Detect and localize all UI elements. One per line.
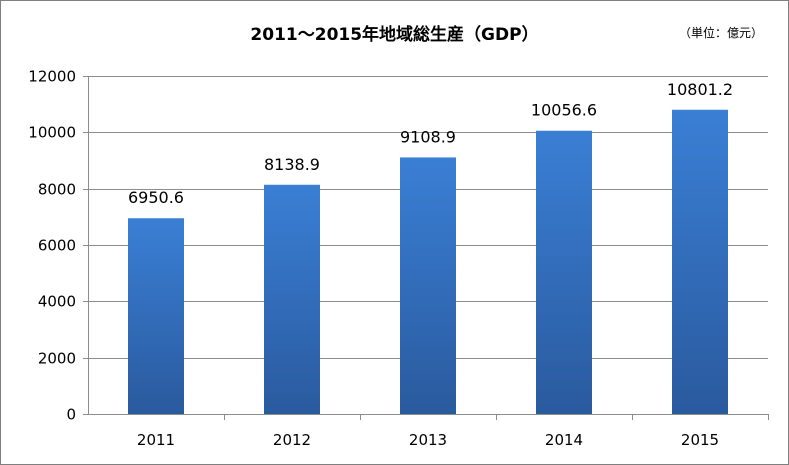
x-tick-label: 2014 bbox=[545, 431, 583, 449]
labels: 0 2000 4000 6000 8000 10000 12000 6950.6 2011 813… bbox=[28, 68, 733, 450]
bar bbox=[264, 184, 320, 414]
x-tick-label: 2015 bbox=[681, 431, 719, 449]
bars bbox=[128, 109, 728, 414]
y-tick-label: 4000 bbox=[38, 293, 76, 311]
data-label: 10801.2 bbox=[667, 80, 733, 99]
unit-label: （単位：億元） bbox=[678, 26, 763, 40]
bar bbox=[128, 218, 184, 414]
data-label: 6950.6 bbox=[128, 188, 184, 207]
bar bbox=[536, 130, 592, 414]
y-tick-label: 2000 bbox=[38, 350, 76, 368]
y-tick-label: 0 bbox=[66, 406, 76, 424]
data-label: 10056.6 bbox=[531, 101, 597, 120]
x-tick-label: 2013 bbox=[409, 431, 447, 449]
axes bbox=[83, 76, 769, 420]
data-label: 9108.9 bbox=[400, 127, 456, 146]
y-tick-label: 8000 bbox=[38, 181, 76, 199]
bar bbox=[672, 109, 728, 414]
y-tick-label: 10000 bbox=[28, 124, 76, 142]
x-tick-label: 2012 bbox=[273, 431, 311, 449]
y-tick-label: 6000 bbox=[38, 237, 76, 255]
x-tick-label: 2011 bbox=[137, 431, 175, 449]
chart-title: 2011～2015年地域総生産（GDP） bbox=[250, 25, 539, 45]
bar bbox=[400, 157, 456, 414]
data-label: 8138.9 bbox=[264, 155, 320, 174]
y-tick-label: 12000 bbox=[28, 68, 76, 86]
